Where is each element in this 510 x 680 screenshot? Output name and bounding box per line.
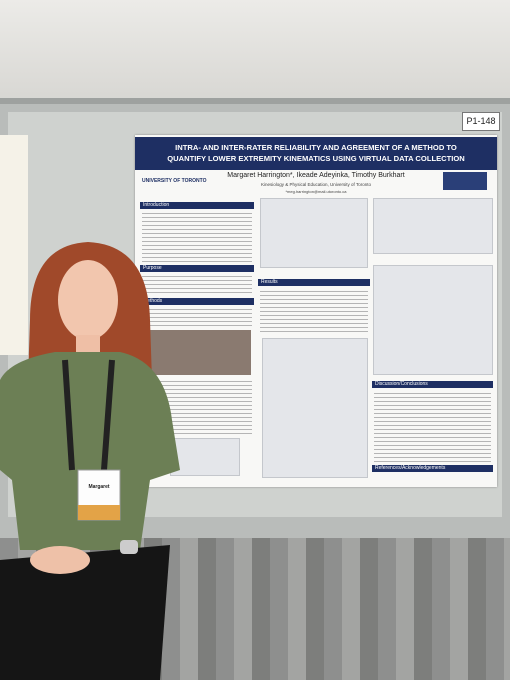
pants [0,545,170,680]
neighbor-poster [0,135,28,355]
blouse [0,352,180,550]
text-block [374,390,491,462]
table [373,198,493,254]
badge-name: Margaret [88,484,110,490]
section-header: References/Acknowledgements [372,465,493,472]
logo [443,172,487,190]
figure [262,338,368,478]
email: *meg.harrington@mail.utoronto.ca [285,189,347,194]
wall [0,0,510,100]
institution: UNIVERSITY OF TORONTO [142,178,207,184]
board-label: P1-148 [462,112,500,131]
figure [260,198,368,268]
poster-title: INTRA- AND INTER-RATER RELIABILITY AND A… [135,137,497,170]
section-header: Discussion/Conclusions [372,381,493,388]
section-header: Introduction [140,202,254,209]
text-block [142,306,252,328]
watch [120,540,138,554]
text-block [142,210,252,262]
affiliation: Kinesiology & Physical Education, Univer… [261,182,371,187]
section-header: Results [258,279,370,286]
figure [373,265,493,375]
authors: Margaret Harrington*, Ikeade Adeyinka, T… [227,172,405,179]
text-block [260,288,368,334]
text-block [142,273,252,295]
face [58,260,118,340]
section-header: Purpose [140,265,254,272]
section-header: Methods [140,298,254,305]
badge-strip [78,505,120,520]
hands [30,546,90,574]
photo [145,330,251,375]
lanyard [62,359,115,471]
